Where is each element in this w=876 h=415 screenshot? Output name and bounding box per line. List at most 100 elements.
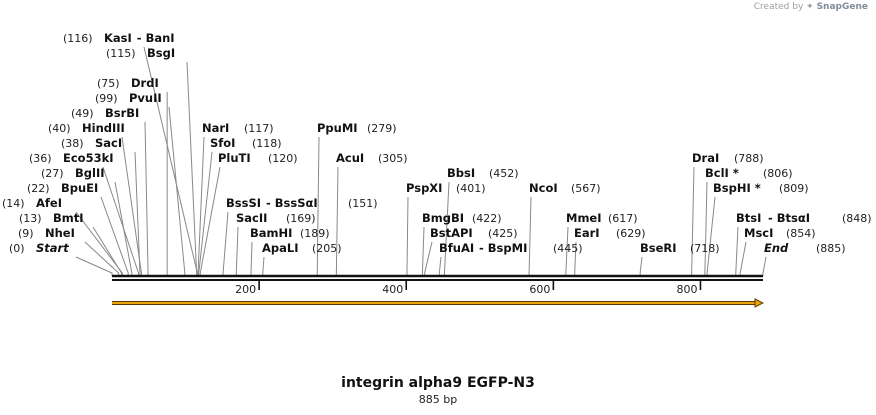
site-bpuei[interactable]: (22) BpuEI (27, 181, 98, 195)
ruler-tick-label: 200 (235, 283, 256, 296)
site-position: (189) (300, 227, 330, 240)
site-msci[interactable]: MscI (854) (744, 226, 816, 240)
site-hindiii[interactable]: (40) HindIII (48, 121, 125, 135)
enzyme-name: BclI * (705, 166, 739, 180)
site-ncoi[interactable]: NcoI (567) (529, 181, 601, 195)
site-bmti[interactable]: (13) BmtI (19, 211, 84, 225)
connector-line (199, 166, 221, 276)
site-bmgbi[interactable]: BmgBI (422) (422, 211, 502, 225)
site-start[interactable]: (0) Start (9, 241, 69, 255)
site-bseri[interactable]: BseRI (718) (640, 241, 720, 255)
enzyme-name: BfuAI (439, 241, 474, 255)
credit-brand: SnapGene (816, 2, 868, 12)
site-position: (151) (348, 197, 378, 210)
site-acui[interactable]: AcuI (305) (336, 151, 408, 165)
site-end[interactable]: End (885) (764, 241, 846, 255)
enzyme-name: ApaLI (262, 241, 299, 255)
site-kasi[interactable]: (116) KasI - BanI (63, 31, 175, 45)
site-position: (117) (244, 122, 274, 135)
enzyme-name: EarI (574, 226, 600, 240)
enzyme-name: BspHI * (713, 181, 761, 195)
site-btsi[interactable]: BtsI - BtsαI (848) (736, 211, 872, 225)
site-bcli[interactable]: BclI * (806) (705, 166, 793, 180)
site-position: (40) (48, 122, 71, 135)
site-position: (13) (19, 212, 42, 225)
site-position: (36) (29, 152, 52, 165)
snapgene-logo-icon: ✦ (806, 2, 814, 12)
site-position: (425) (488, 227, 518, 240)
snapgene-credit: Created by ✦ SnapGene (754, 2, 868, 12)
isoschizomer-name: - BspMI (479, 241, 527, 255)
site-ppumi[interactable]: PpuMI (279) (317, 121, 397, 135)
site-pluti[interactable]: PluTI (120) (218, 151, 298, 165)
site-position: (22) (27, 182, 50, 195)
site-position: (99) (95, 92, 118, 105)
connector-line (691, 166, 695, 276)
site-drai[interactable]: DraI (788) (692, 151, 764, 165)
site-bstapi[interactable]: BstAPI (425) (430, 226, 518, 240)
ruler-tick-label: 600 (529, 283, 550, 296)
site-pvuii[interactable]: (99) PvuII (95, 91, 162, 105)
site-bsgi[interactable]: (115) BsgI (106, 46, 175, 60)
feature-layer (112, 298, 765, 308)
connector-line (735, 226, 739, 276)
site-bamhi[interactable]: BamHI (189) (250, 226, 330, 240)
site-position: (27) (41, 167, 64, 180)
enzyme-name: SfoI (210, 136, 235, 150)
site-apali[interactable]: ApaLI (205) (262, 241, 342, 255)
site-position: (279) (367, 122, 397, 135)
site-position: (806) (763, 167, 793, 180)
connector-line (84, 241, 120, 276)
connector-line (438, 256, 442, 276)
site-position: (617) (608, 212, 638, 225)
feature-arrowhead-icon (754, 298, 765, 308)
site-bsrbi[interactable]: (49) BsrBI (71, 106, 139, 120)
site-nhei[interactable]: (9) NheI (18, 226, 75, 240)
site-position: (116) (63, 32, 93, 45)
enzyme-name: MmeI (566, 211, 602, 225)
connector-line (250, 241, 253, 276)
site-bfuai[interactable]: BfuAI - BspMI (445) (439, 241, 583, 255)
site-bglii[interactable]: (27) BglII (41, 166, 105, 180)
enzyme-name: DraI (692, 151, 719, 165)
site-bsssi[interactable]: BssSI - BssSαI (151) (226, 196, 378, 210)
site-position: (788) (734, 152, 764, 165)
site-position: (49) (71, 107, 94, 120)
site-position: (854) (786, 227, 816, 240)
site-bbsi[interactable]: BbsI (452) (447, 166, 519, 180)
enzyme-name: BpuEI (61, 181, 98, 195)
site-sfoi[interactable]: SfoI (118) (210, 136, 282, 150)
enzyme-name: BsgI (147, 46, 175, 60)
connector-line (102, 166, 139, 276)
site-eari[interactable]: EarI (629) (574, 226, 646, 240)
site-sacii[interactable]: SacII (169) (236, 211, 316, 225)
enzyme-name: SacII (236, 211, 267, 225)
site-drdi[interactable]: (75) DrdI (97, 76, 159, 90)
site-saci[interactable]: (38) SacI (61, 136, 122, 150)
site-mmei[interactable]: MmeI (617) (566, 211, 638, 225)
site-eco53ki[interactable]: (36) Eco53kI (29, 151, 114, 165)
site-position: (305) (378, 152, 408, 165)
site-position: (401) (456, 182, 486, 195)
isoschizomer-name: - BtsαI (768, 211, 810, 225)
enzyme-name: DrdI (131, 76, 159, 90)
enzyme-name: End (764, 241, 789, 255)
site-position: (445) (553, 242, 583, 255)
connector-line (424, 241, 433, 276)
site-position: (567) (571, 182, 601, 195)
site-nari[interactable]: NarI (117) (202, 121, 274, 135)
enzyme-name: BssSI (226, 196, 261, 210)
site-position: (115) (106, 47, 136, 60)
enzyme-name: PluTI (218, 151, 251, 165)
site-position: (718) (690, 242, 720, 255)
connector-line (235, 226, 239, 276)
site-position: (38) (61, 137, 84, 150)
ruler-tick-label: 800 (676, 283, 697, 296)
enzyme-name: NarI (202, 121, 229, 135)
enzyme-name: Start (36, 241, 69, 255)
ruler-tick-label: 400 (382, 283, 403, 296)
site-pspxi[interactable]: PspXI (401) (406, 181, 486, 195)
site-afei[interactable]: (14) AfeI (2, 196, 62, 210)
enzyme-name: BbsI (447, 166, 475, 180)
site-bsphi[interactable]: BspHI * (809) (713, 181, 809, 195)
